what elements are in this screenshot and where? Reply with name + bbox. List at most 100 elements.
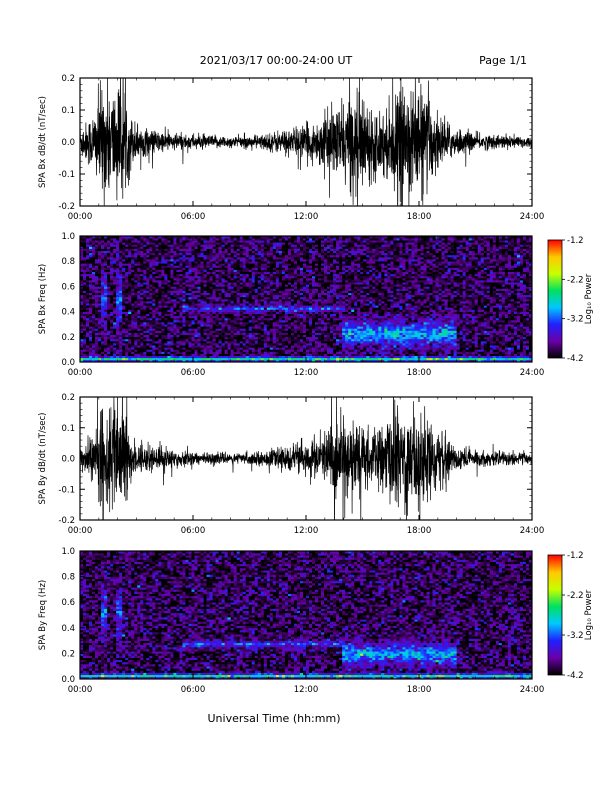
heatmap-cell xyxy=(149,248,153,251)
heatmap-cell xyxy=(116,240,120,243)
heatmap-cell xyxy=(263,303,268,306)
heatmap-cell xyxy=(209,273,213,277)
heatmap-cell xyxy=(194,301,198,304)
heatmap-cell xyxy=(278,280,283,283)
heatmap-cell xyxy=(248,338,253,342)
heatmap-cell xyxy=(125,341,129,344)
heatmap-cell xyxy=(275,284,280,287)
heatmap-cell xyxy=(182,343,186,346)
heatmap-cell xyxy=(176,246,180,249)
heatmap-cell xyxy=(113,267,117,270)
heatmap-cell xyxy=(233,349,237,352)
heatmap-cell xyxy=(110,269,114,272)
heatmap-cell xyxy=(315,248,319,251)
heatmap-cell xyxy=(287,292,292,296)
heatmap-cell xyxy=(116,330,120,333)
heatmap-cell xyxy=(206,336,210,340)
heatmap-cell xyxy=(257,324,262,327)
heatmap-cell xyxy=(251,357,256,361)
heatmap-cell xyxy=(104,265,108,268)
heatmap-cell xyxy=(321,254,325,258)
heatmap-cell xyxy=(248,353,253,356)
heatmap-cell xyxy=(272,265,277,268)
heatmap-cell xyxy=(137,286,141,289)
heatmap-cell xyxy=(221,267,225,270)
heatmap-cell xyxy=(309,351,313,354)
heatmap-cell xyxy=(119,288,123,291)
heatmap-cell xyxy=(281,269,286,272)
heatmap-cell xyxy=(131,334,135,338)
heatmap-cell xyxy=(89,250,93,254)
heatmap-cell xyxy=(131,343,135,346)
heatmap-cell xyxy=(315,343,319,346)
heatmap-cell xyxy=(116,242,120,245)
heatmap-cell xyxy=(290,322,295,325)
heatmap-cell xyxy=(254,275,259,279)
heatmap-cell xyxy=(155,326,159,329)
heatmap-cell xyxy=(83,259,87,262)
heatmap-cell xyxy=(206,357,210,361)
heatmap-cell xyxy=(200,252,204,256)
heatmap-cell xyxy=(266,257,271,260)
heatmap-cell xyxy=(101,309,105,312)
heatmap-cell xyxy=(321,292,325,296)
heatmap-cell xyxy=(164,250,168,254)
heatmap-cell xyxy=(269,248,274,251)
heatmap-cell xyxy=(302,334,307,338)
heatmap-cell xyxy=(167,275,171,279)
heatmap-cell xyxy=(221,290,225,293)
heatmap-cell xyxy=(306,357,310,361)
heatmap-cell xyxy=(146,299,150,302)
heatmap-cell xyxy=(179,345,183,348)
heatmap-cell xyxy=(309,299,313,302)
heatmap-cell xyxy=(260,278,265,281)
heatmap-cell xyxy=(224,242,228,245)
heatmap-cell xyxy=(281,359,286,363)
heatmap-cell xyxy=(278,338,283,342)
heatmap-cell xyxy=(122,248,126,251)
heatmap-cell xyxy=(221,322,225,325)
heatmap-cell xyxy=(125,263,129,266)
heatmap-cell xyxy=(306,246,310,249)
heatmap-cell xyxy=(92,320,96,323)
heatmap-cell xyxy=(306,330,310,333)
heatmap-cell xyxy=(266,299,271,302)
heatmap-cell xyxy=(179,275,183,279)
heatmap-cell xyxy=(293,353,298,356)
heatmap-cell xyxy=(260,254,265,258)
heatmap-cell xyxy=(245,313,250,317)
heatmap-cell xyxy=(242,261,247,264)
heatmap-cell xyxy=(182,328,186,331)
heatmap-cell xyxy=(200,278,204,281)
heatmap-cell xyxy=(242,263,247,266)
heatmap-cell xyxy=(242,341,247,344)
heatmap-cell xyxy=(248,341,253,344)
heatmap-cell xyxy=(212,267,216,270)
heatmap-cell xyxy=(128,299,132,302)
heatmap-cell xyxy=(248,315,253,319)
heatmap-cell xyxy=(191,347,195,350)
heatmap-cell xyxy=(101,267,105,270)
heatmap-cell xyxy=(95,242,99,245)
heatmap-cell xyxy=(86,343,90,346)
heatmap-cell xyxy=(269,294,274,298)
heatmap-cell xyxy=(143,288,147,291)
heatmap-cell xyxy=(101,359,105,363)
heatmap-cell xyxy=(278,261,283,264)
heatmap-cell xyxy=(110,248,114,251)
heatmap-cell xyxy=(230,280,234,283)
heatmap-cell xyxy=(194,299,198,302)
heatmap-cell xyxy=(188,351,192,354)
heatmap-cell xyxy=(143,238,147,241)
heatmap-cell xyxy=(83,309,87,312)
heatmap-cell xyxy=(200,246,204,249)
heatmap-cell xyxy=(185,328,189,331)
heatmap-cell xyxy=(170,311,174,314)
heatmap-cell xyxy=(245,248,250,251)
heatmap-cell xyxy=(101,252,105,256)
heatmap-cell xyxy=(290,282,295,285)
heatmap-cell xyxy=(155,238,159,241)
y-tick-label: -0.2 xyxy=(58,202,75,212)
heatmap-cell xyxy=(290,278,295,281)
heatmap-cell xyxy=(218,311,222,314)
